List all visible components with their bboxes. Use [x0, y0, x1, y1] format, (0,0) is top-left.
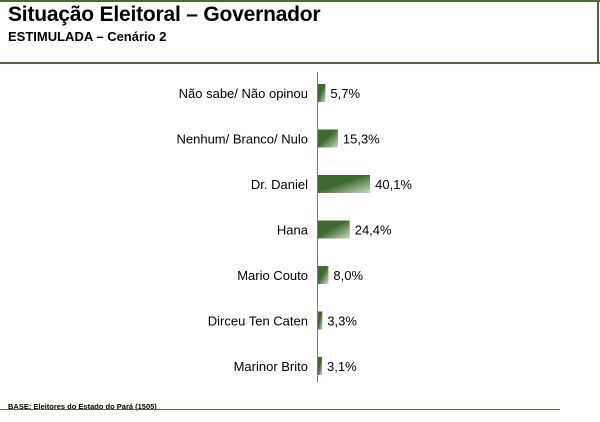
bar — [318, 220, 350, 239]
category-label: Dirceu Ten Caten — [208, 314, 308, 329]
chart-subtitle: ESTIMULADA – Cenário 2 — [8, 29, 167, 44]
value-label: 3,3% — [327, 314, 357, 329]
footer-rule — [0, 409, 560, 410]
header-rule — [0, 62, 600, 64]
top-rule — [0, 0, 600, 2]
bar — [318, 266, 329, 284]
value-label: 3,1% — [327, 359, 357, 374]
category-label: Nenhum/ Branco/ Nulo — [176, 132, 308, 147]
bar — [318, 84, 326, 102]
category-label: Não sabe/ Não opinou — [179, 86, 308, 101]
base-note: BASE: Eleitores do Estado do Pará (1505) — [8, 402, 157, 411]
bar — [318, 129, 338, 148]
right-rule — [597, 0, 599, 62]
value-label: 15,3% — [343, 132, 380, 147]
chart-title: Situação Eleitoral – Governador — [8, 3, 321, 26]
category-label: Mario Couto — [237, 268, 308, 283]
category-label: Hana — [277, 223, 309, 238]
value-label: 24,4% — [355, 223, 392, 238]
bar — [318, 311, 323, 330]
category-label: Dr. Daniel — [251, 177, 308, 192]
bar — [318, 357, 323, 375]
value-label: 40,1% — [375, 177, 412, 192]
value-label: 8,0% — [333, 268, 363, 283]
bar — [318, 175, 371, 193]
category-label: Marinor Brito — [234, 359, 308, 374]
value-label: 5,7% — [330, 86, 360, 101]
